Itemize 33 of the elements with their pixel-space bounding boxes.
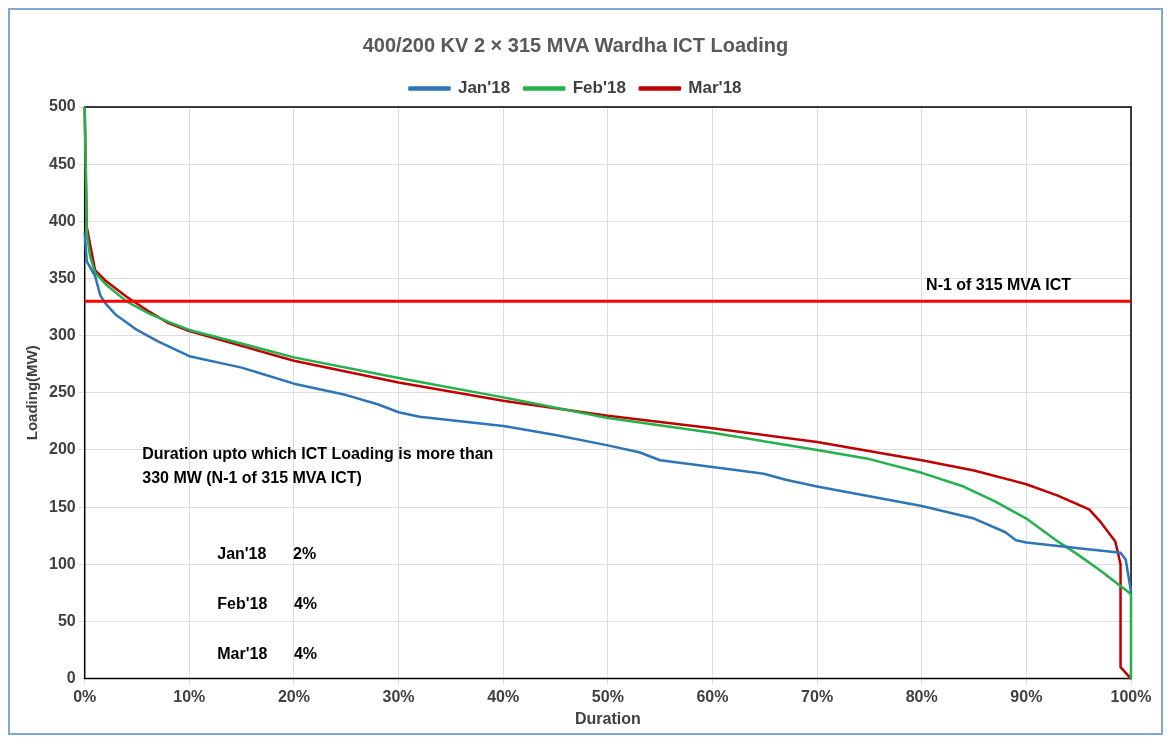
x-tick-label: 100% — [1110, 687, 1152, 705]
y-tick-label: 50 — [57, 611, 76, 629]
annotation: Mar'18 4% — [217, 645, 318, 663]
y-tick-label: 350 — [48, 268, 76, 286]
x-tick-label: 60% — [696, 687, 729, 705]
x-tick-label: 20% — [277, 687, 310, 705]
y-tick-label: 100 — [48, 554, 76, 572]
x-tick-label: 80% — [905, 687, 938, 705]
y-tick-label: 0 — [66, 669, 76, 687]
annotation: Feb'18 4% — [217, 594, 318, 612]
legend-label: Mar'18 — [688, 78, 742, 98]
x-tick-label: 30% — [382, 687, 415, 705]
x-tick-label: 50% — [591, 687, 624, 705]
x-axis-title: Duration — [574, 709, 641, 727]
x-tick-label: 90% — [1010, 687, 1043, 705]
x-tick-label: 0% — [73, 687, 97, 705]
legend-label: Feb'18 — [572, 78, 626, 98]
y-tick-label: 200 — [48, 440, 76, 458]
x-tick-label: 70% — [801, 687, 834, 705]
ref-line-label: N-1 of 315 MVA ICT — [926, 275, 1072, 293]
chart-title: 400/200 KV 2 × 315 MVA Wardha ICT Loading — [362, 33, 789, 56]
y-tick-label: 250 — [48, 383, 76, 401]
x-tick-label: 10% — [173, 687, 206, 705]
y-axis-title: Loading(MW) — [23, 345, 41, 441]
y-tick-label: 300 — [48, 326, 76, 344]
y-tick-label: 150 — [48, 497, 76, 515]
y-tick-label: 400 — [48, 211, 76, 229]
y-tick-label: 450 — [48, 154, 76, 172]
annotation: Jan'18 2% — [217, 544, 317, 562]
annotation: Duration upto which ICT Loading is more than 330 MW (N-1 of 315 MVA ICT) — [142, 444, 494, 486]
x-tick-label: 40% — [487, 687, 520, 705]
y-tick-label: 500 — [48, 97, 76, 115]
legend-label: Jan'18 — [457, 78, 511, 98]
